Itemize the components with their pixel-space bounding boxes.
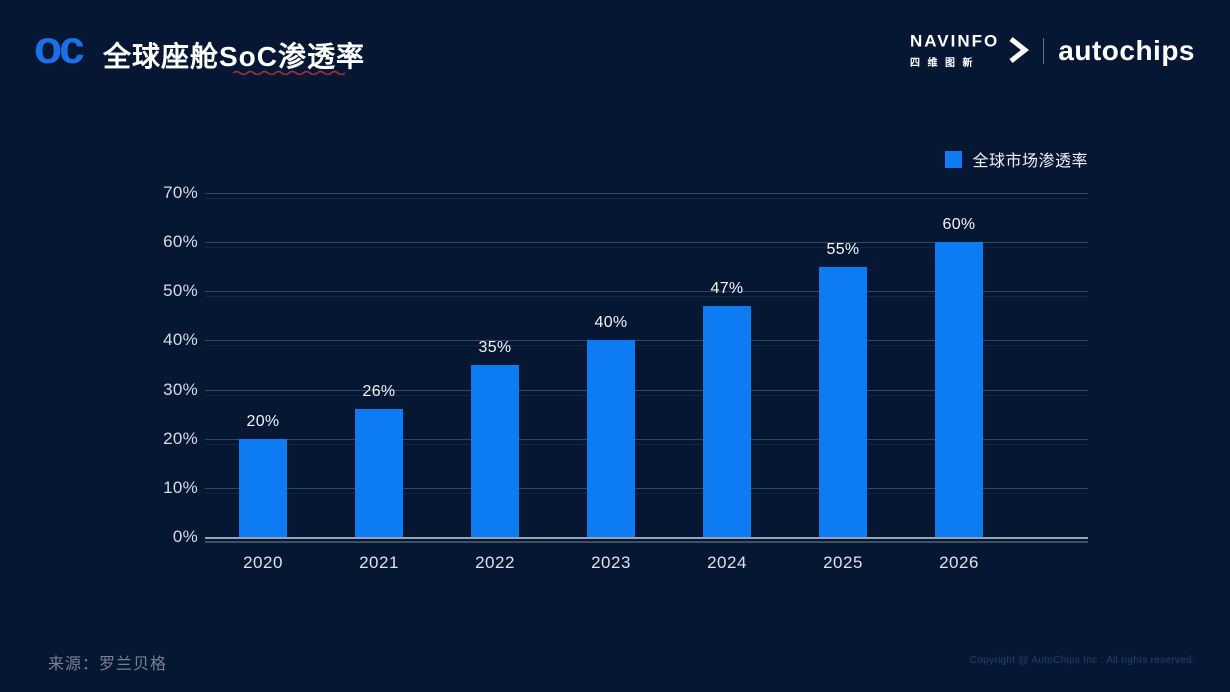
- bar-value-label-2026: 60%: [942, 216, 976, 234]
- x-axis-tick-2026: 2026: [939, 553, 979, 572]
- legend-label: 全球市场渗透率: [972, 153, 1088, 170]
- legend-swatch: [945, 150, 963, 168]
- bar-2022: [471, 365, 519, 537]
- y-axis-tick-20%: 20%: [163, 428, 198, 448]
- gridline-0%: [205, 537, 1088, 539]
- gridline-20%: [205, 438, 1088, 440]
- autochips-wordmark: autochips: [1058, 34, 1195, 66]
- partner-logos: NAVINFO 四维图新 autochips: [910, 33, 1195, 69]
- y-axis-tick-30%: 30%: [163, 379, 198, 399]
- navinfo-chinese-name: 四维图新: [910, 57, 981, 69]
- x-axis-tick-2021: 2021: [359, 553, 399, 572]
- source-note: 来源：罗兰贝格: [48, 656, 168, 673]
- bar-2024: [703, 306, 751, 537]
- y-axis-tick-10%: 10%: [163, 477, 198, 497]
- page-title: 全球座舱SoC渗透率: [103, 41, 366, 72]
- bar-2021: [355, 409, 403, 537]
- x-axis-tick-2024: 2024: [707, 553, 747, 572]
- y-axis-tick-0%: 0%: [172, 527, 198, 546]
- bar-2025: [819, 266, 867, 537]
- gridline-30%: [205, 389, 1088, 391]
- logo-divider: [1043, 37, 1045, 64]
- y-axis-tick-40%: 40%: [163, 330, 198, 350]
- bar-2026: [935, 242, 983, 537]
- bar-value-label-2023: 40%: [594, 314, 628, 332]
- x-axis-tick-2020: 2020: [243, 553, 283, 572]
- spellcheck-wavy-underline: [233, 70, 346, 75]
- gridline-60%: [205, 242, 1088, 244]
- x-axis-tick-2023: 2023: [591, 553, 631, 572]
- copyright-note: Copyright @ AutoChips Inc . All rights r…: [969, 655, 1195, 666]
- y-axis-tick-50%: 50%: [163, 281, 198, 301]
- y-axis-tick-60%: 60%: [163, 232, 198, 252]
- x-axis-tick-2022: 2022: [475, 553, 515, 572]
- oc-logo: oc: [34, 21, 85, 73]
- bar-value-label-2024: 47%: [710, 280, 744, 298]
- gridline-10%: [205, 487, 1088, 489]
- navinfo-logo: NAVINFO 四维图新: [910, 33, 999, 69]
- y-axis-tick-70%: 70%: [163, 183, 198, 202]
- bar-value-label-2022: 35%: [478, 339, 512, 356]
- gridline-40%: [205, 340, 1088, 342]
- navinfo-chevron-icon: [1009, 36, 1030, 63]
- gridline-70%: [205, 193, 1088, 194]
- gridline-50%: [205, 291, 1088, 293]
- navinfo-wordmark: NAVINFO: [910, 32, 1000, 51]
- bar-value-label-2021: 26%: [362, 383, 396, 401]
- x-axis-tick-2025: 2025: [823, 553, 863, 572]
- chart-legend: 全球市场渗透率: [945, 147, 1088, 171]
- bar-2023: [587, 340, 635, 537]
- bar-2020: [239, 438, 287, 537]
- plot-area: 0% 10% 20% 30% 40% 50% 60% 70% 20% 2020 26% 2021 35%…: [163, 183, 1088, 572]
- bar-value-label-2025: 55%: [826, 240, 860, 258]
- bar-value-label-2020: 20%: [246, 412, 280, 430]
